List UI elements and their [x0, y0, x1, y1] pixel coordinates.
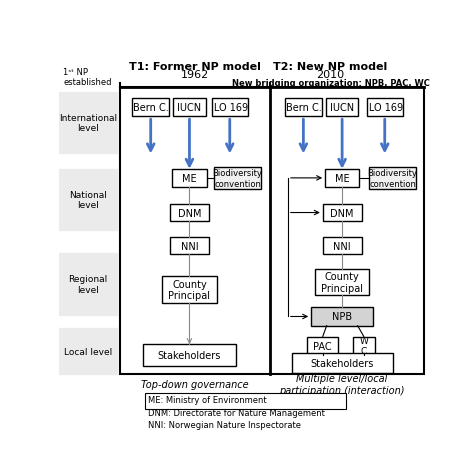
Bar [367, 99, 402, 117]
Text: Top-down governance: Top-down governance [141, 379, 249, 389]
Bar [214, 168, 261, 189]
Text: International
level: International level [59, 113, 117, 133]
Text: National
level: National level [69, 190, 107, 210]
Text: 1ˢᵗ NP
established: 1ˢᵗ NP established [63, 68, 111, 87]
Bar [59, 169, 118, 231]
Bar [162, 277, 217, 303]
Bar [59, 93, 118, 154]
Text: Biodiversity
convention: Biodiversity convention [212, 169, 263, 188]
Text: ILO 169: ILO 169 [211, 103, 248, 113]
Bar [59, 328, 118, 375]
Text: Regional
level: Regional level [68, 275, 108, 294]
Text: DNM: DNM [330, 208, 354, 218]
Bar [369, 168, 416, 189]
Text: ME: ME [335, 174, 349, 183]
Text: ME: ME [182, 174, 197, 183]
Text: Bern C.: Bern C. [133, 103, 169, 113]
Bar [326, 99, 358, 117]
Text: Bern C.: Bern C. [285, 103, 321, 113]
Bar [170, 205, 209, 221]
Text: NNI: NNI [181, 241, 198, 251]
Bar [323, 238, 362, 255]
Bar [212, 99, 247, 117]
Text: County
Principal: County Principal [168, 279, 210, 300]
Bar [120, 88, 423, 375]
Text: 2010: 2010 [317, 69, 345, 79]
Bar [325, 169, 359, 188]
Bar [170, 238, 209, 255]
Bar [323, 205, 362, 221]
Bar [132, 99, 169, 117]
Text: DNM: DNM [178, 208, 201, 218]
Text: Local level: Local level [64, 347, 112, 356]
Bar [173, 169, 207, 188]
Text: T2: New NP model: T2: New NP model [273, 62, 388, 72]
Text: ILO 169: ILO 169 [366, 103, 403, 113]
Bar [285, 99, 322, 117]
Text: Multiple level/local
participation (interaction): Multiple level/local participation (inte… [279, 374, 405, 395]
Text: County
Principal: County Principal [321, 271, 363, 293]
Text: NNI: NNI [333, 241, 351, 251]
Bar [353, 337, 374, 355]
Bar [311, 307, 373, 326]
Text: IUCN: IUCN [330, 103, 354, 113]
Text: W
C: W C [359, 336, 368, 356]
Text: Biodiversity
convention: Biodiversity convention [367, 169, 418, 188]
Text: IUCN: IUCN [177, 103, 201, 113]
Text: NPB: NPB [332, 312, 352, 322]
Text: 1962: 1962 [181, 69, 209, 79]
Text: ME: Ministry of Environment
DNM: Directorate for Nature Management
NNI: Norwegia: ME: Ministry of Environment DNM: Directo… [148, 395, 325, 429]
Bar [173, 99, 206, 117]
Text: PAC: PAC [313, 341, 332, 351]
Bar [145, 394, 346, 409]
Text: New bridging organization: NPB, PAC, WC: New bridging organization: NPB, PAC, WC [232, 79, 429, 88]
Text: T1: Former NP model: T1: Former NP model [129, 62, 261, 72]
Bar [143, 344, 236, 366]
Bar [59, 254, 118, 315]
Bar [307, 337, 338, 355]
Text: Stakeholders: Stakeholders [158, 350, 221, 360]
Text: Stakeholders: Stakeholders [310, 358, 374, 368]
Bar [315, 269, 369, 295]
Bar [292, 353, 392, 373]
